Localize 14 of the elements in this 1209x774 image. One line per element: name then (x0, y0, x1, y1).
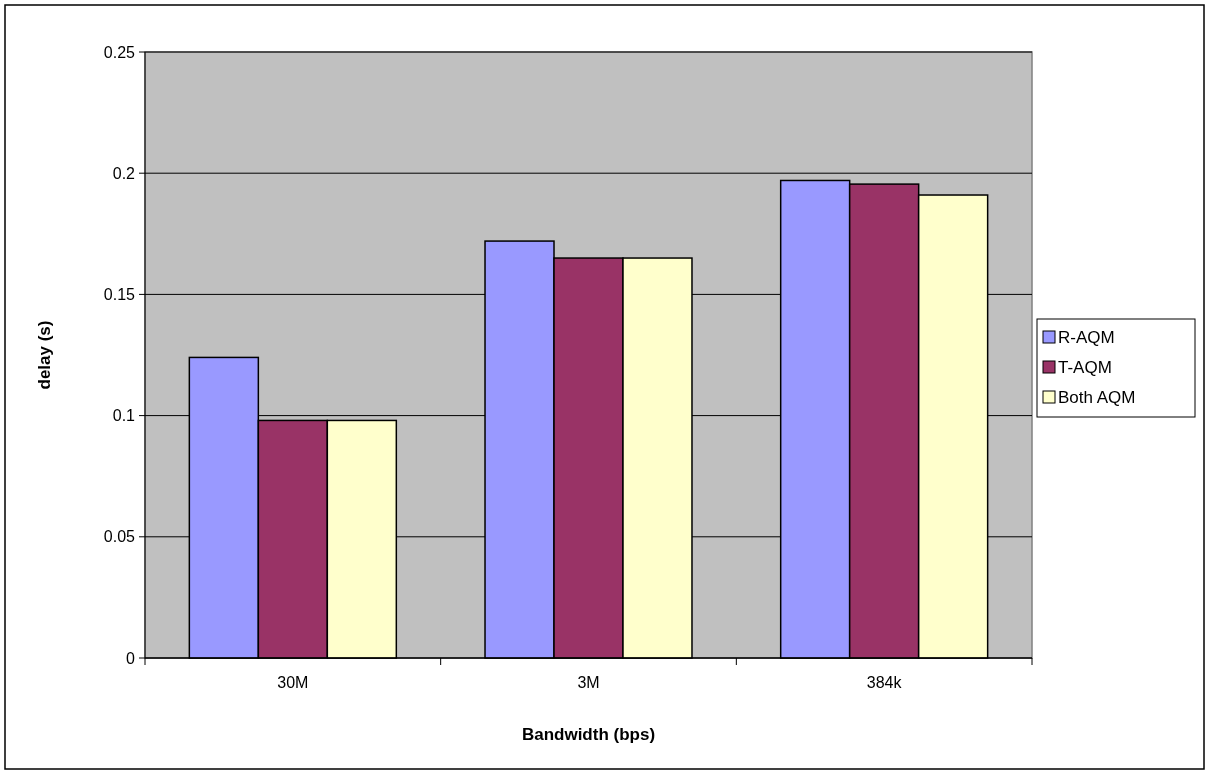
y-tick-label: 0 (126, 649, 136, 667)
legend-label: T-AQM (1058, 357, 1112, 377)
y-tick-label: 0.15 (103, 286, 136, 303)
x-tick-label: 3M (577, 674, 600, 691)
y-tick-label: 0.05 (103, 528, 136, 546)
legend-label: Both AQM (1058, 387, 1136, 407)
y-tick-label: 0.25 (103, 43, 136, 61)
y-tick-label: 0.1 (112, 407, 136, 425)
x-axis-title: Bandwidth (bps) (521, 725, 656, 744)
x-tick-label: 30M (277, 674, 309, 691)
y-axis-title: delay (s) (35, 320, 54, 390)
x-tick-label: 384k (866, 674, 903, 691)
y-tick-label: 0.2 (112, 164, 136, 182)
legend-label: R-AQM (1058, 327, 1115, 347)
